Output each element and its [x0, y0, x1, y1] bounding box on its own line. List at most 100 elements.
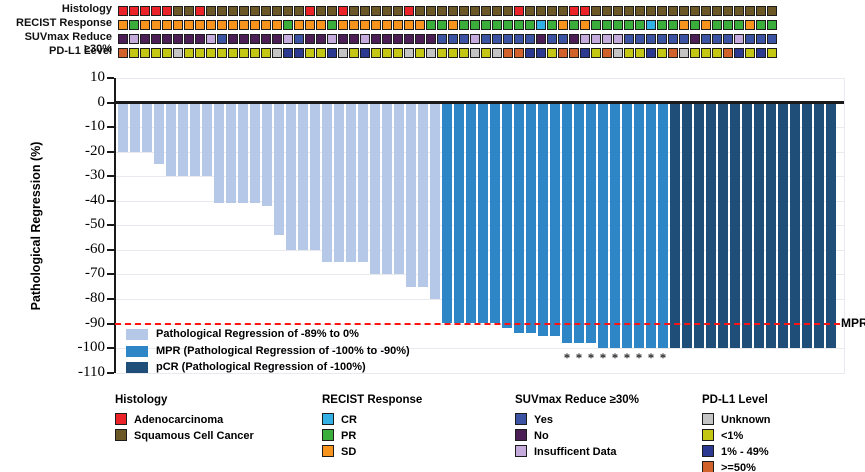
track-cell-pdl1 [470, 48, 480, 58]
track-cell-histology [316, 6, 326, 16]
track-cell-suvmax [305, 34, 315, 44]
waterfall-bar [550, 103, 560, 336]
waterfall-bar [670, 103, 680, 349]
track-cell-recist [437, 20, 447, 30]
track-cell-pdl1 [382, 48, 392, 58]
y-tick-label: -50 [85, 216, 105, 233]
track-cell-pdl1 [745, 48, 755, 58]
track-cell-pdl1 [195, 48, 205, 58]
waterfall-bar [802, 103, 812, 349]
track-cell-histology [602, 6, 612, 16]
track-cell-histology [404, 6, 414, 16]
track-cell-histology [426, 6, 436, 16]
legend-item-label: No [534, 430, 549, 442]
track-cell-recist [734, 20, 744, 30]
asterisk-mark: * [575, 350, 583, 366]
track-cell-recist [591, 20, 601, 30]
legend-item: Yes [515, 410, 639, 426]
track-cell-histology [701, 6, 711, 16]
legend-item: SD [322, 442, 422, 458]
waterfall-bar [262, 103, 272, 206]
track-row-pdl1: PD-L1 Level [0, 45, 865, 58]
track-cell-suvmax [327, 34, 337, 44]
track-cell-pdl1 [767, 48, 777, 58]
legend-item-label: 1% - 49% [721, 446, 769, 458]
track-cell-suvmax [701, 34, 711, 44]
legend-item: <1% [702, 426, 771, 442]
track-cell-suvmax [140, 34, 150, 44]
waterfall-bar [418, 103, 428, 287]
legend-item-label: Yes [534, 414, 553, 426]
plot-legend-swatch [126, 345, 148, 357]
track-cell-suvmax [767, 34, 777, 44]
track-cell-recist [767, 20, 777, 30]
track-cell-histology [756, 6, 766, 16]
track-cell-recist [162, 20, 172, 30]
track-cell-pdl1 [613, 48, 623, 58]
track-cell-pdl1 [547, 48, 557, 58]
y-tick-label: -110 [78, 363, 105, 380]
waterfall-bar [514, 103, 524, 334]
waterfall-bar [454, 103, 464, 324]
track-cell-recist [272, 20, 282, 30]
track-cell-pdl1 [569, 48, 579, 58]
track-cell-suvmax [371, 34, 381, 44]
legend-group: RECIST Response CR PR SD [322, 394, 422, 458]
track-cell-suvmax [195, 34, 205, 44]
legend-item: 1% - 49% [702, 442, 771, 458]
track-cell-pdl1 [679, 48, 689, 58]
track-cell-recist [371, 20, 381, 30]
track-cell-pdl1 [580, 48, 590, 58]
track-cell-recist [459, 20, 469, 30]
waterfall-bar [598, 103, 608, 349]
track-cell-recist [129, 20, 139, 30]
track-cell-histology [569, 6, 579, 16]
plot-legend-label: pCR (Pathological Regression of -100%) [156, 361, 366, 373]
track-cell-histology [525, 6, 535, 16]
waterfall-bar [406, 103, 416, 287]
track-cell-suvmax [569, 34, 579, 44]
track-cell-suvmax [679, 34, 689, 44]
legend-item: CR [322, 410, 422, 426]
waterfall-bar [430, 103, 440, 299]
waterfall-bar [658, 103, 668, 349]
track-cell-histology [206, 6, 216, 16]
track-cell-pdl1 [624, 48, 634, 58]
track-cell-pdl1 [525, 48, 535, 58]
track-cell-pdl1 [305, 48, 315, 58]
y-tick [107, 126, 114, 129]
plot-right-edge [844, 78, 845, 373]
track-cell-histology [261, 6, 271, 16]
track-cell-histology [294, 6, 304, 16]
asterisk-mark: * [635, 350, 643, 366]
track-cell-pdl1 [690, 48, 700, 58]
track-cell-recist [657, 20, 667, 30]
waterfall-bar [574, 103, 584, 344]
track-cell-recist [261, 20, 271, 30]
waterfall-bar [322, 103, 332, 263]
y-tick-label: -10 [85, 118, 105, 135]
track-cell-pdl1 [426, 48, 436, 58]
waterfall-bar [682, 103, 692, 349]
plot-legend-label: MPR (Pathological Regression of -100% to… [156, 344, 410, 357]
track-cell-histology [547, 6, 557, 16]
track-cell-recist [228, 20, 238, 30]
track-cell-recist [250, 20, 260, 30]
track-cell-histology [382, 6, 392, 16]
track-cell-suvmax [437, 34, 447, 44]
waterfall-bar [826, 103, 836, 349]
track-cells-recist [118, 17, 778, 35]
y-tick-label: -70 [85, 265, 105, 282]
legend-item-label: >=50% [721, 462, 756, 472]
track-cell-suvmax [261, 34, 271, 44]
track-cell-pdl1 [558, 48, 568, 58]
legend-item: >=50% [702, 458, 771, 472]
y-tick-label: -60 [85, 240, 105, 257]
track-cell-recist [448, 20, 458, 30]
waterfall-bar [286, 103, 296, 250]
track-cell-suvmax [250, 34, 260, 44]
legend-group: SUVmax Reduce ≥30% Yes No Insufficent Data [515, 394, 639, 458]
track-cell-recist [602, 20, 612, 30]
track-cell-recist [118, 20, 128, 30]
y-tick-label: -100 [77, 339, 106, 356]
